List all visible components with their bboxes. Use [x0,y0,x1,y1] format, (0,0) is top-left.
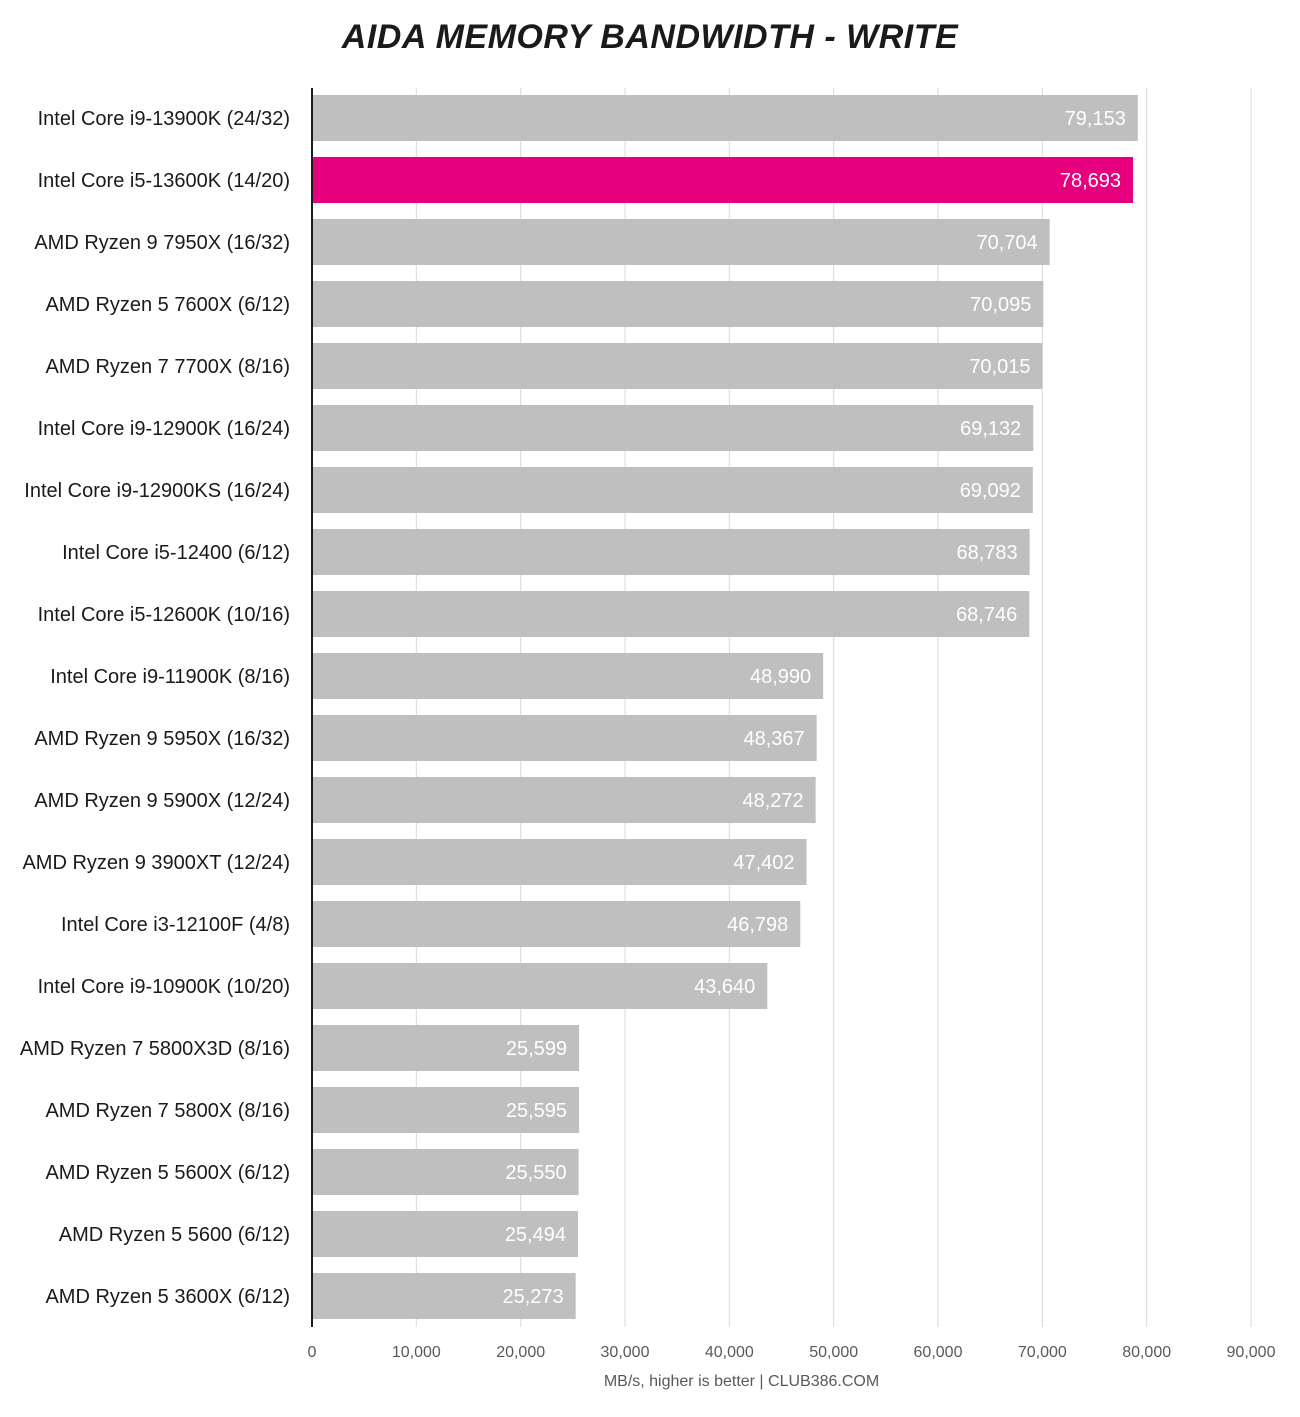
category-label: AMD Ryzen 7 7700X (8/16) [45,356,290,378]
data-label: 48,990 [750,666,811,688]
data-label: 48,367 [743,728,804,750]
bar [312,715,817,761]
bar [312,777,816,823]
data-label: 48,272 [742,790,803,812]
category-label: AMD Ryzen 7 5800X3D (8/16) [20,1038,290,1060]
category-label: AMD Ryzen 5 3600X (6/12) [45,1286,290,1308]
bar [312,1025,580,1071]
category-label: Intel Core i9-11900K (8/16) [50,666,290,688]
bar [312,467,1033,513]
data-label: 70,704 [977,232,1038,254]
data-label: 25,494 [505,1224,566,1246]
data-label: 68,783 [956,542,1017,564]
x-tick-label: 80,000 [1122,1344,1171,1361]
data-label: 25,599 [506,1038,567,1060]
category-label: AMD Ryzen 9 3900XT (12/24) [22,852,290,874]
data-label: 46,798 [727,914,788,936]
data-label: 78,693 [1060,170,1121,192]
x-axis-label: MB/s, higher is better | CLUB386.COM [604,1373,879,1390]
data-label: 25,595 [506,1100,567,1122]
data-label: 70,015 [969,356,1030,378]
category-label: AMD Ryzen 5 5600 (6/12) [59,1224,290,1246]
bar [312,157,1134,203]
x-tick-label: 50,000 [809,1344,858,1361]
x-tick-label: 60,000 [914,1344,963,1361]
bars: 79,153 78,693 70,704 70,095 70,015 69,132 69,0… [312,95,1138,1319]
category-label: Intel Core i5-12400 (6/12) [62,542,290,564]
bar [312,963,768,1009]
x-tick-label: 10,000 [392,1344,441,1361]
category-label: AMD Ryzen 7 5800X (8/16) [45,1100,290,1122]
category-label: Intel Core i5-12600K (10/16) [38,604,290,626]
x-tick-label: 40,000 [705,1344,754,1361]
category-label: AMD Ryzen 9 5900X (12/24) [34,790,290,812]
category-label: Intel Core i9-12900K (16/24) [38,418,290,440]
data-label: 69,092 [960,480,1021,502]
category-label: Intel Core i5-13600K (14/20) [38,170,290,192]
bar [312,529,1030,575]
category-label: AMD Ryzen 5 7600X (6/12) [45,294,290,316]
data-label: 79,153 [1065,108,1126,130]
category-label: Intel Core i9-12900KS (16/24) [24,480,290,502]
data-label: 68,746 [956,604,1017,626]
x-tick-label: 0 [308,1344,317,1361]
bar [312,1149,579,1195]
data-label: 69,132 [960,418,1021,440]
category-labels: Intel Core i9-13900K (24/32) Intel Core i… [20,108,290,1308]
bar [312,281,1044,327]
category-label: Intel Core i9-13900K (24/32) [38,108,290,130]
bar [312,405,1034,451]
data-label: 47,402 [733,852,794,874]
x-tick-label: 90,000 [1227,1344,1276,1361]
data-label: 25,273 [503,1286,564,1308]
data-label: 25,550 [505,1162,566,1184]
category-label: Intel Core i3-12100F (4/8) [61,914,290,936]
data-label: 70,095 [970,294,1031,316]
x-axis-ticks: 0 10,000 20,000 30,000 40,000 50,000 60,000 70,… [308,1344,1276,1361]
data-label: 43,640 [694,976,755,998]
bar [312,839,807,885]
bar [312,901,801,947]
bar [312,1087,580,1133]
category-label: Intel Core i9-10900K (10/20) [38,976,290,998]
bar [312,219,1050,265]
x-tick-label: 70,000 [1018,1344,1067,1361]
bar [312,591,1030,637]
chart-title: AIDA MEMORY BANDWIDTH - WRITE [341,18,959,56]
bar [312,1273,576,1319]
bar [312,95,1138,141]
category-label: AMD Ryzen 9 5950X (16/32) [34,728,290,750]
bar [312,1211,578,1257]
category-label: AMD Ryzen 9 7950X (16/32) [34,232,290,254]
bar [312,653,824,699]
bar [312,343,1043,389]
grid-lines [415,88,1252,1327]
x-tick-label: 20,000 [496,1344,545,1361]
category-label: AMD Ryzen 5 5600X (6/12) [45,1162,290,1184]
x-tick-label: 30,000 [601,1344,650,1361]
